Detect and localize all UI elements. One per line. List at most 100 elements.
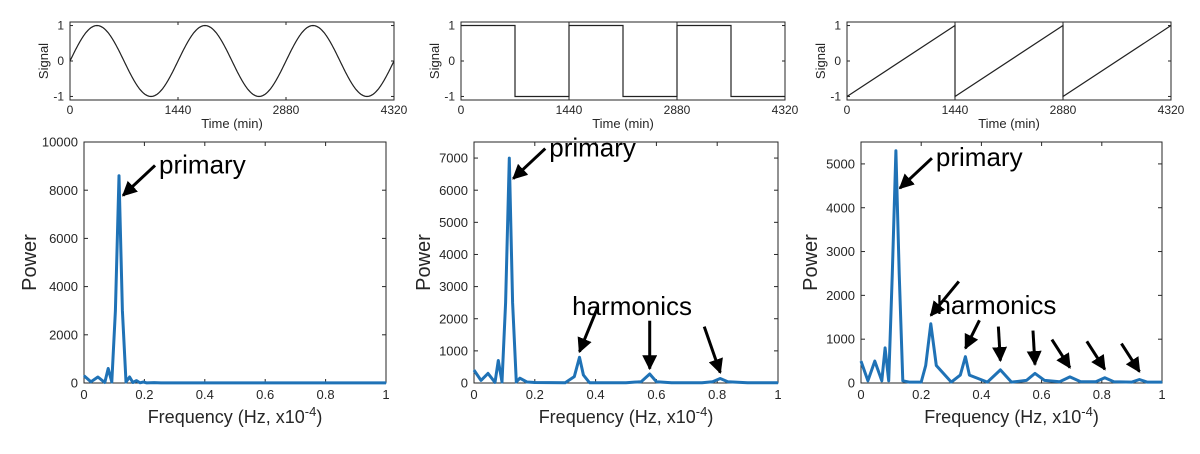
spectrum-point	[142, 381, 145, 383]
x-tick-label: 1	[382, 387, 389, 402]
spectrum-point	[90, 381, 92, 383]
y-tick-label: -1	[53, 90, 64, 104]
annotation-arrow	[929, 280, 960, 317]
annotation-arrow	[1050, 338, 1072, 369]
spectrum-line	[472, 156, 778, 385]
y-tick-label: 0	[461, 376, 468, 391]
spectrum-point	[1131, 381, 1133, 383]
spectrum-point	[1059, 381, 1061, 383]
y-axis-label: Power	[19, 234, 41, 291]
spectrum-point	[264, 382, 266, 384]
spectrum-point	[964, 356, 967, 358]
y-axis-label: Signal	[813, 43, 828, 79]
annotation-label: harmonics	[936, 290, 1056, 320]
y-tick-label: 0	[71, 376, 78, 391]
x-tick-label: 1	[774, 387, 781, 402]
spectrum-point	[519, 377, 521, 379]
spectrum-point	[649, 373, 651, 375]
x-axis-label: Time (min)	[592, 116, 654, 131]
spectrum-point	[129, 376, 131, 378]
spectrum-point	[135, 379, 138, 382]
spectrum-point	[727, 381, 729, 383]
spectrum-point	[355, 382, 357, 384]
spectrum-point	[925, 364, 927, 367]
y-tick-label: 6000	[439, 183, 468, 198]
x-axis-label-end: )	[316, 407, 322, 427]
x-tick-label: 0.4	[972, 387, 990, 402]
spectrum-point	[526, 381, 528, 383]
annotation-arrow	[512, 147, 547, 180]
x-axis-label-exponent: -4	[696, 404, 708, 419]
x-tick-label: 0.8	[708, 387, 726, 402]
spectrum-point	[1095, 381, 1097, 383]
x-axis-label-exponent: -4	[305, 404, 317, 419]
spectrum-point	[385, 382, 387, 384]
x-tick-label: 0.4	[196, 387, 214, 402]
spectrum-point	[1146, 381, 1148, 383]
spectrum-point	[325, 382, 327, 384]
y-axis-label: Power	[413, 234, 435, 291]
x-tick-label: 0.6	[647, 387, 665, 402]
spectrum-point	[1010, 381, 1013, 383]
y-tick-label: -1	[444, 90, 455, 104]
spectrum-point	[747, 382, 749, 384]
axes-box	[473, 141, 779, 384]
x-tick-label: 0.6	[1033, 387, 1051, 402]
spectrum-point	[501, 381, 503, 383]
x-axis-label-main: Frequency (Hz, x10	[148, 407, 305, 427]
y-tick-label: 5000	[439, 215, 468, 230]
annotation-arrow	[1120, 342, 1141, 373]
spectrum-point	[968, 374, 970, 376]
y-axis-label: Signal	[36, 43, 51, 79]
spectrum-point	[114, 310, 117, 312]
x-tick-label: 0	[844, 103, 851, 117]
x-axis-label: Frequency (Hz, x10-4)	[924, 404, 1099, 427]
x-tick-label: 0	[458, 103, 465, 117]
annotation-arrow	[121, 164, 157, 197]
spectrum-point	[891, 272, 893, 275]
x-tick-label: 1440	[165, 103, 192, 117]
x-tick-label: 0.8	[317, 387, 335, 402]
x-tick-label: 2880	[664, 103, 691, 117]
spectrum-point	[104, 381, 106, 384]
y-tick-label: 2000	[49, 327, 78, 342]
spectrum-point	[1113, 381, 1115, 383]
spectrum-point	[959, 374, 961, 376]
x-tick-label: 0.8	[1093, 387, 1111, 402]
spectrum-point	[867, 380, 869, 382]
spectrum-point	[174, 382, 176, 384]
spectrum-point	[512, 302, 514, 304]
x-axis-label: Frequency (Hz, x10-4)	[148, 404, 323, 427]
y-tick-label: 3000	[826, 244, 855, 259]
spectrum-point	[1025, 379, 1028, 381]
x-tick-label: 0.4	[587, 387, 605, 402]
y-tick-label: 0	[57, 54, 64, 68]
spectrum-point	[294, 382, 296, 384]
x-tick-label: 4320	[381, 103, 408, 117]
x-axis-label-end: )	[1093, 407, 1099, 427]
y-tick-label: 1	[448, 19, 455, 33]
spectrum-point	[999, 369, 1001, 371]
axes-box	[860, 141, 1163, 384]
x-axis-label-end: )	[707, 407, 713, 427]
spectrum-point	[480, 379, 482, 382]
spectrum-panel-2: 0 0.2 0.4 0.6 0.8 1 0 1000 2000 3000 4000 5000 6000 7…	[413, 133, 782, 427]
annotation-label: primary	[159, 149, 246, 179]
y-tick-label: 1	[57, 19, 64, 33]
y-axis-label: Signal	[427, 43, 442, 79]
annotation-arrow	[1085, 340, 1107, 371]
signal-line	[461, 24, 785, 98]
y-tick-label: 8000	[49, 183, 78, 198]
spectrum-point	[515, 381, 517, 383]
spectrum-point	[146, 382, 148, 384]
spectrum-point	[777, 382, 779, 384]
spectrum-point	[160, 382, 162, 384]
annotation-label: primary	[549, 133, 636, 163]
x-axis-label: Time (min)	[201, 116, 263, 131]
spectrum-point	[204, 382, 206, 384]
spectrum-line	[83, 174, 386, 385]
spectrum-point	[534, 381, 536, 384]
